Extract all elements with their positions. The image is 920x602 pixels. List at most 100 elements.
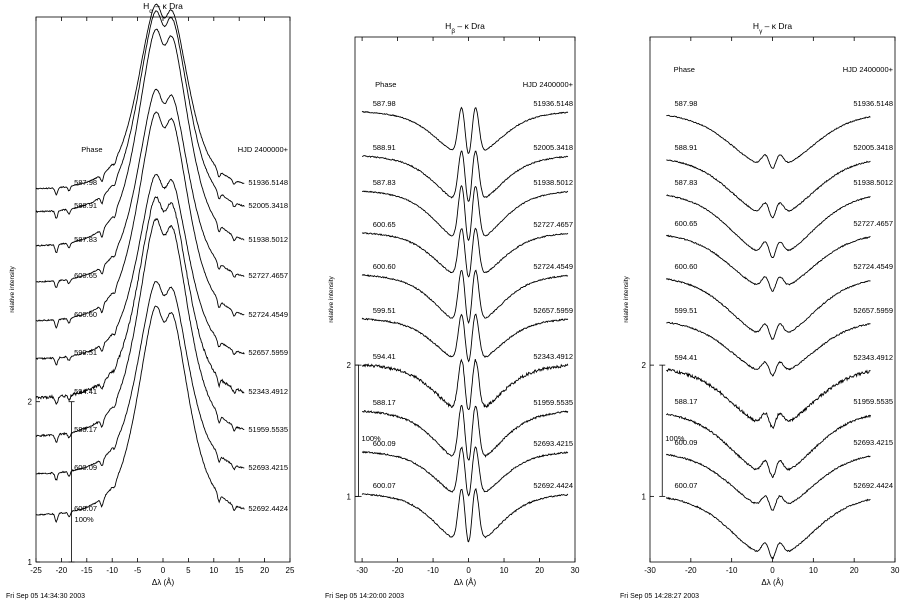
x-tick-label: 10 xyxy=(209,566,218,575)
spectrum-line xyxy=(361,446,569,497)
plot-frame xyxy=(354,36,576,563)
spectrum-line xyxy=(35,281,245,481)
x-tick-label: 20 xyxy=(535,566,544,575)
y-tick-label: 1 xyxy=(642,492,647,501)
spectrum-line xyxy=(361,269,569,324)
x-tick-label: 15 xyxy=(235,566,244,575)
hjd-label: 51936.5148 xyxy=(853,99,893,108)
chart-title: Hα – κ Dra xyxy=(143,1,183,15)
hjd-label: 52657.5959 xyxy=(533,306,573,315)
phase-label: 600.60 xyxy=(373,262,396,271)
phase-label: 594.41 xyxy=(373,352,396,361)
spectrum-line xyxy=(362,184,569,242)
hjd-label: 51959.5535 xyxy=(853,397,893,406)
timestamp: Fri Sep 05 14:34:30 2003 xyxy=(6,593,85,600)
phase-label: 600.60 xyxy=(675,262,698,271)
phase-label: 600.65 xyxy=(74,271,97,280)
phase-label: 588.91 xyxy=(373,143,396,152)
spectrum-line xyxy=(35,111,245,329)
spectrum-line xyxy=(665,453,871,511)
phase-label: 600.65 xyxy=(373,220,396,229)
hjd-label: 52657.5959 xyxy=(248,348,288,357)
spectrum-line xyxy=(35,28,245,254)
hjd-header: HJD 2400000+ xyxy=(843,65,894,74)
x-tick-label: -10 xyxy=(106,566,118,575)
x-axis-label: Δλ (Å) xyxy=(152,578,175,587)
x-tick-label: -30 xyxy=(356,566,368,575)
x-tick-label: 10 xyxy=(500,566,509,575)
spectrum-line xyxy=(665,496,871,560)
phase-label: 600.07 xyxy=(373,481,396,490)
phase-label: 600.09 xyxy=(373,439,396,448)
phase-label: 599.51 xyxy=(373,306,396,315)
x-tick-label: 25 xyxy=(286,566,295,575)
timestamp: Fri Sep 05 14:20:00 2003 xyxy=(325,593,404,600)
spectrum-line xyxy=(35,196,245,406)
phase-label: 588.91 xyxy=(74,201,97,210)
hjd-label: 52343.4912 xyxy=(533,352,573,361)
chart-title: Hγ – κ Dra xyxy=(753,21,792,35)
scale-label: 100% xyxy=(362,434,382,443)
hjd-label: 52005.3418 xyxy=(248,201,288,210)
x-tick-label: 30 xyxy=(571,566,580,575)
hjd-label: 52692.4424 xyxy=(853,481,893,490)
hjd-header: HJD 2400000+ xyxy=(523,80,574,89)
spectrum-line xyxy=(361,106,569,154)
phase-label: 587.83 xyxy=(373,178,396,187)
x-axis-label: Δλ (Å) xyxy=(454,578,477,587)
spectrum-line xyxy=(666,114,871,169)
hjd-label: 51936.5148 xyxy=(248,178,288,187)
hjd-label: 52727.4657 xyxy=(533,220,573,229)
hjd-label: 52657.5959 xyxy=(853,306,893,315)
hjd-label: 52343.4912 xyxy=(853,353,893,362)
phase-label: 588.17 xyxy=(74,425,97,434)
x-tick-label: -10 xyxy=(726,566,738,575)
hjd-label: 52005.3418 xyxy=(533,143,573,152)
phase-label: 600.65 xyxy=(675,219,698,228)
y-axis-label: relative intensity xyxy=(623,275,630,322)
hjd-label: 52724.4549 xyxy=(853,262,893,271)
phase-label: 587.83 xyxy=(74,235,97,244)
hjd-label: 52724.4549 xyxy=(533,262,573,271)
phase-label: 600.07 xyxy=(675,481,698,490)
scale-label: 100% xyxy=(75,515,95,524)
spectrum-line xyxy=(35,217,245,443)
hjd-label: 51938.5012 xyxy=(248,235,288,244)
phase-label: 587.98 xyxy=(675,99,698,108)
x-tick-label: -25 xyxy=(30,566,42,575)
phase-label: 588.17 xyxy=(373,398,396,407)
x-tick-label: -20 xyxy=(56,566,68,575)
phase-label: 599.51 xyxy=(74,348,97,357)
hjd-label: 52693.4215 xyxy=(248,463,288,472)
spectrum-line xyxy=(362,150,569,202)
phase-label: 600.60 xyxy=(74,310,97,319)
hjd-label: 52343.4912 xyxy=(248,387,288,396)
hjd-label: 52693.4215 xyxy=(853,438,893,447)
y-tick-label: 1 xyxy=(347,492,352,501)
spectrum-line xyxy=(361,227,569,278)
spectrum-line xyxy=(666,159,871,219)
phase-label: 587.83 xyxy=(675,178,698,187)
spectrum-line xyxy=(665,277,871,341)
x-tick-label: 0 xyxy=(466,566,471,575)
x-tick-label: -5 xyxy=(134,566,142,575)
phase-label: 599.51 xyxy=(675,306,698,315)
spectrum-panel-2: Hβ – κ Dra -30 -20 -10 0 10 20 30 1 2 Δλ (Å) relati… xyxy=(325,21,580,600)
y-tick-label: 2 xyxy=(642,361,647,370)
x-tick-label: 20 xyxy=(850,566,859,575)
spectrum-line xyxy=(666,234,871,292)
spectrum-line xyxy=(35,3,245,196)
phase-label: 594.41 xyxy=(74,387,97,396)
hjd-label: 51938.5012 xyxy=(533,178,573,187)
x-tick-label: 0 xyxy=(161,566,166,575)
phase-header: Phase xyxy=(674,65,695,74)
chart-title: Hβ – κ Dra xyxy=(445,21,485,35)
spectrum-panel-3: Hγ – κ Dra -30 -20 -10 0 10 20 30 1 2 Δλ (Å) relati… xyxy=(620,21,900,600)
phase-label: 600.09 xyxy=(675,438,698,447)
y-tick-label: 2 xyxy=(347,361,352,370)
scale-label: 100% xyxy=(665,434,685,443)
hjd-header: HJD 2400000+ xyxy=(238,145,289,154)
phase-header: Phase xyxy=(375,80,396,89)
hjd-label: 52692.4424 xyxy=(533,481,573,490)
